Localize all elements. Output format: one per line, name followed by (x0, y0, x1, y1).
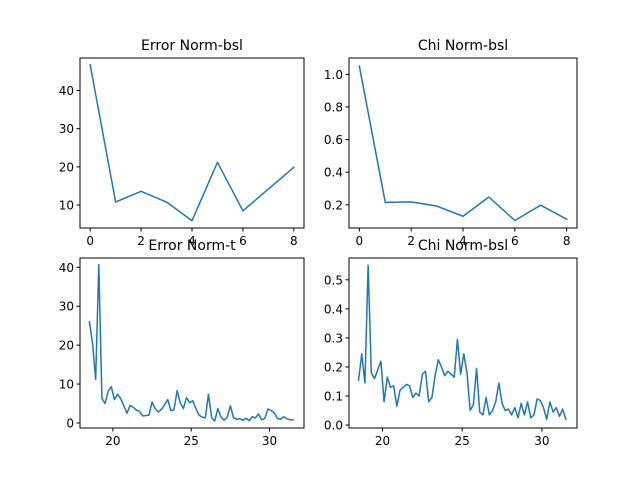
subplot-title: Error Norm-bsl (141, 38, 243, 54)
plot-frame (79, 57, 305, 229)
y-tick-label: 10 (59, 199, 74, 213)
series-line (89, 64, 295, 222)
y-tick-label: 20 (59, 160, 74, 174)
y-tick-label: 0.2 (324, 360, 343, 374)
y-tick-label: 0.0 (324, 419, 343, 433)
x-tick-label: 6 (511, 234, 519, 248)
y-tick-label: 30 (59, 300, 74, 314)
y-tick-label: 0.4 (324, 166, 343, 180)
subplot-chi-norm-bsl-bottom: Chi Norm-bsl 20 25 30 0.0 0.1 0.2 0.3 0.4 0.5 (324, 238, 578, 448)
y-tick-label: 0.3 (324, 331, 343, 345)
y-tick-label: 40 (59, 261, 74, 275)
y-tick-label: 10 (59, 378, 74, 392)
x-tick-label: 2 (407, 234, 415, 248)
plot-frame (348, 257, 578, 429)
y-tick-label: 0.5 (324, 273, 343, 287)
x-tick-label: 0 (356, 234, 364, 248)
y-tick-label: 0.4 (324, 302, 343, 316)
x-tick-label: 30 (534, 434, 549, 448)
subplot-error-norm-bsl: Error Norm-bsl 0 2 4 6 8 10 20 30 40 (59, 38, 305, 248)
y-tick-label: 0.6 (324, 133, 343, 147)
y-tick-label: 0 (66, 416, 74, 430)
x-tick-label: 2 (137, 234, 145, 248)
y-tick-label: 0.8 (324, 100, 343, 114)
subplot-title: Chi Norm-bsl (418, 38, 508, 54)
series-line (358, 65, 568, 222)
x-tick-label: 25 (455, 434, 470, 448)
x-tick-label: 8 (563, 234, 571, 248)
x-tick-label: 20 (375, 434, 390, 448)
x-tick-label: 4 (188, 234, 196, 248)
y-tick-label: 20 (59, 339, 74, 353)
x-tick-label: 20 (105, 434, 120, 448)
x-tick-label: 30 (262, 434, 277, 448)
x-tick-label: 8 (290, 234, 298, 248)
plot-frame (348, 57, 578, 229)
y-tick-label: 0.2 (324, 198, 343, 212)
y-tick-label: 0.1 (324, 390, 343, 404)
series-line (357, 264, 567, 421)
y-tick-label: 1.0 (324, 68, 343, 82)
x-tick-label: 0 (86, 234, 94, 248)
subplot-error-norm-t: Error Norm-t 20 25 30 0 10 20 30 40 (59, 238, 305, 448)
y-tick-label: 40 (59, 84, 74, 98)
y-tick-label: 30 (59, 122, 74, 136)
x-tick-label: 4 (459, 234, 467, 248)
subplot-title: Error Norm-t (148, 238, 236, 254)
plot-frame (79, 257, 305, 429)
subplot-title: Chi Norm-bsl (418, 238, 508, 254)
x-tick-label: 6 (239, 234, 247, 248)
subplot-chi-norm-bsl-top: Chi Norm-bsl 0 2 4 6 8 0.2 0.4 0.6 0.8 1.0 (324, 38, 578, 248)
x-tick-label: 25 (184, 434, 199, 448)
series-line (88, 263, 294, 422)
